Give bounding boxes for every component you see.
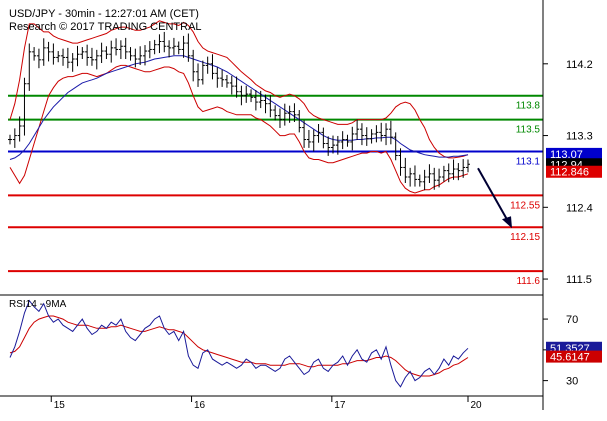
- rsi-line: [9, 299, 469, 388]
- rsi-panel: [9, 299, 469, 388]
- y-tick-label: 113.3: [566, 131, 593, 143]
- level-label: 113.5: [516, 125, 541, 136]
- x-tick-label: 20: [470, 400, 482, 411]
- level-label: 112.15: [510, 232, 540, 243]
- price-tag-red-label: 112.846: [550, 167, 589, 179]
- chart-header-copyright: Research © 2017 TRADING CENTRAL: [9, 21, 202, 33]
- chart-header-title: USD/JPY - 30min - 12:27:01 AM (CET): [9, 8, 199, 20]
- price-bars: [8, 31, 470, 191]
- rsi-ma-line: [9, 315, 469, 377]
- x-tick-label: 17: [334, 400, 346, 411]
- level-label: 113.8: [516, 101, 541, 112]
- rsi-tag-rsi_ma-label: 45.6147: [550, 352, 590, 364]
- level-label: 113.1: [516, 157, 541, 168]
- y-tick-label: 112.4: [566, 202, 593, 214]
- y-tick-label: 111.5: [566, 274, 592, 286]
- rsi-tag-rsi_ma-bg: [546, 350, 602, 363]
- level-label: 111.6: [516, 276, 540, 287]
- forecast-arrow: [477, 167, 512, 229]
- forecast-arrow-head: [502, 216, 512, 229]
- level-label: 112.55: [510, 200, 540, 211]
- forecast-arrow-shaft: [477, 167, 509, 222]
- rsi-y-tick-label: 70: [566, 314, 578, 326]
- level-lines: 113.8 113.5 113.1 112.55 112.15 111.6: [8, 94, 543, 287]
- indicator-title: RSI14 - 9MA: [9, 299, 67, 310]
- bollinger-bands: [9, 20, 469, 194]
- price-tag-red-bg: [546, 165, 602, 178]
- y-tick-label: 114.2: [566, 59, 593, 71]
- rsi-y-tick-label: 30: [566, 376, 578, 388]
- x-tick-label: 15: [54, 400, 66, 411]
- price-tag-pivot-bg: [546, 147, 602, 160]
- price-tag-pivot-label: 113.07: [550, 149, 583, 161]
- bollinger-upper: [9, 20, 469, 159]
- x-tick-label: 16: [194, 400, 206, 411]
- bollinger-lower: [9, 64, 469, 194]
